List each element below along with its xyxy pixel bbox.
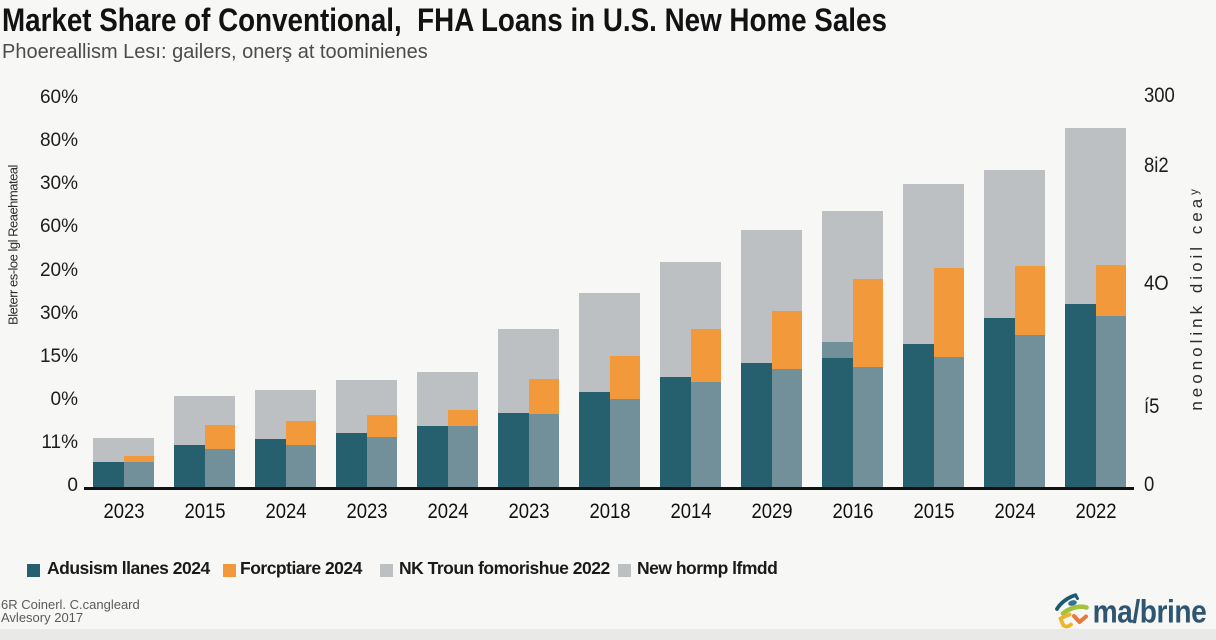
svg-text:ma/brine: ma/brine <box>1093 595 1207 630</box>
